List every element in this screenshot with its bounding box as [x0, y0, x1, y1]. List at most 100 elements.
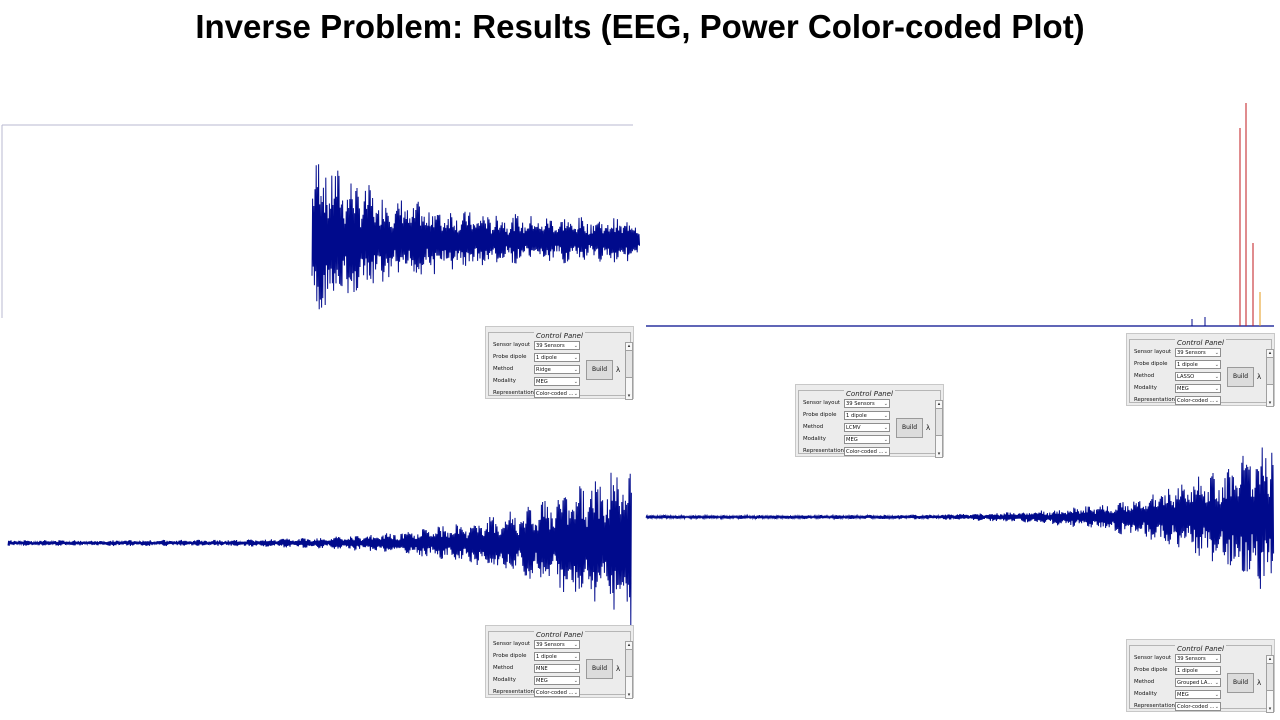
- build-button[interactable]: Build: [1227, 673, 1254, 693]
- lambda-slider[interactable]: ▴ ▾: [935, 400, 943, 458]
- build-button[interactable]: Build: [586, 659, 613, 679]
- chevron-down-icon: ⌄: [1214, 704, 1219, 710]
- build-button[interactable]: Build: [586, 360, 613, 380]
- select-method[interactable]: MNE ⌄: [534, 664, 580, 673]
- slider-down-icon[interactable]: ▾: [627, 692, 631, 698]
- chevron-down-icon: ⌄: [573, 642, 578, 648]
- select-method[interactable]: LCMV ⌄: [844, 423, 890, 432]
- lasso-waveform: [646, 103, 1274, 327]
- select-value: 39 Sensors: [1177, 656, 1206, 662]
- select-value: 39 Sensors: [846, 401, 875, 407]
- label-method: Method: [1134, 373, 1155, 379]
- select-modality[interactable]: MEG ⌄: [534, 377, 580, 386]
- label-modality: Modality: [803, 436, 826, 442]
- page-title: Inverse Problem: Results (EEG, Power Col…: [195, 8, 1085, 45]
- select-modality[interactable]: MEG ⌄: [1175, 690, 1221, 699]
- select-sensor-layout[interactable]: 39 Sensors ⌄: [534, 341, 580, 350]
- select-sensor-layout[interactable]: 39 Sensors ⌄: [844, 399, 890, 408]
- select-value: MEG: [1177, 386, 1189, 392]
- select-sensor-layout[interactable]: 39 Sensors ⌄: [534, 640, 580, 649]
- grouped-lasso-waveform: [645, 447, 1275, 589]
- slider-thumb[interactable]: [626, 350, 632, 378]
- chevron-down-icon: ⌄: [573, 367, 578, 373]
- label-sensor-layout: Sensor layout: [493, 342, 531, 348]
- select-value: 1 dipole: [1177, 362, 1198, 368]
- select-value: MEG: [846, 437, 858, 443]
- select-probe-dipole[interactable]: 1 dipole ⌄: [1175, 666, 1221, 675]
- select-value: Color-coded ...: [1177, 704, 1215, 710]
- select-representation[interactable]: Color-coded ... ⌄: [1175, 396, 1221, 405]
- slider-up-icon[interactable]: ▴: [1268, 350, 1272, 356]
- chevron-down-icon: ⌄: [1214, 350, 1219, 356]
- plot-mne: [0, 395, 640, 625]
- select-probe-dipole[interactable]: 1 dipole ⌄: [1175, 360, 1221, 369]
- select-value: LCMV: [846, 425, 861, 431]
- chevron-down-icon: ⌄: [883, 449, 888, 455]
- select-value: Grouped LA...: [1177, 680, 1213, 686]
- plot-lasso: [640, 95, 1280, 335]
- lambda-label: λ: [1257, 679, 1262, 687]
- slider-thumb[interactable]: [1267, 357, 1273, 385]
- select-representation[interactable]: Color-coded ... ⌄: [1175, 702, 1221, 711]
- select-method[interactable]: LASSO ⌄: [1175, 372, 1221, 381]
- lambda-slider[interactable]: ▴ ▾: [1266, 349, 1274, 407]
- slider-up-icon[interactable]: ▴: [937, 401, 941, 407]
- build-button[interactable]: Build: [896, 418, 923, 438]
- select-probe-dipole[interactable]: 1 dipole ⌄: [534, 353, 580, 362]
- slider-thumb[interactable]: [936, 408, 942, 436]
- lambda-label: λ: [926, 424, 931, 432]
- select-representation[interactable]: Color-coded ... ⌄: [844, 447, 890, 456]
- label-representation: Representation: [493, 689, 534, 695]
- lambda-slider[interactable]: ▴ ▾: [625, 342, 633, 400]
- select-value: 1 dipole: [846, 413, 867, 419]
- select-probe-dipole[interactable]: 1 dipole ⌄: [844, 411, 890, 420]
- select-representation[interactable]: Color-coded ... ⌄: [534, 688, 580, 697]
- slider-down-icon[interactable]: ▾: [1268, 706, 1272, 712]
- slider-thumb[interactable]: [1267, 663, 1273, 691]
- panel-title: Control Panel: [534, 332, 585, 340]
- select-value: 39 Sensors: [536, 642, 565, 648]
- select-modality[interactable]: MEG ⌄: [534, 676, 580, 685]
- label-representation: Representation: [803, 448, 844, 454]
- plot-ridge: [0, 118, 640, 380]
- slider-up-icon[interactable]: ▴: [627, 642, 631, 648]
- control-panel-ridge: Control Panel Sensor layout 39 Sensors ⌄ Pro…: [485, 326, 634, 400]
- label-representation: Representation: [493, 390, 534, 396]
- select-method[interactable]: Ridge ⌄: [534, 365, 580, 374]
- panel-frame: Control Panel Sensor layout 39 Sensors ⌄ Pro…: [488, 332, 633, 400]
- select-probe-dipole[interactable]: 1 dipole ⌄: [534, 652, 580, 661]
- label-probe-dipole: Probe dipole: [1134, 361, 1168, 367]
- lambda-slider[interactable]: ▴ ▾: [625, 641, 633, 699]
- lambda-label: λ: [616, 665, 621, 673]
- slider-up-icon[interactable]: ▴: [1268, 656, 1272, 662]
- lambda-label: λ: [616, 366, 621, 374]
- mne-waveform: [7, 472, 632, 625]
- select-value: Color-coded ...: [1177, 398, 1215, 404]
- select-sensor-layout[interactable]: 39 Sensors ⌄: [1175, 654, 1221, 663]
- label-probe-dipole: Probe dipole: [1134, 667, 1168, 673]
- select-modality[interactable]: MEG ⌄: [844, 435, 890, 444]
- label-method: Method: [493, 366, 514, 372]
- slider-down-icon[interactable]: ▾: [627, 393, 631, 399]
- lambda-slider[interactable]: ▴ ▾: [1266, 655, 1274, 713]
- select-representation[interactable]: Color-coded ... ⌄: [534, 389, 580, 398]
- select-method[interactable]: Grouped LA... ⌄: [1175, 678, 1221, 687]
- select-value: MEG: [536, 379, 548, 385]
- select-sensor-layout[interactable]: 39 Sensors ⌄: [1175, 348, 1221, 357]
- label-probe-dipole: Probe dipole: [493, 354, 527, 360]
- panel-frame: Control Panel Sensor layout 39 Sensors ⌄ Pro…: [798, 390, 943, 458]
- slider-thumb[interactable]: [626, 649, 632, 677]
- select-modality[interactable]: MEG ⌄: [1175, 384, 1221, 393]
- slider-down-icon[interactable]: ▾: [1268, 400, 1272, 406]
- slider-down-icon[interactable]: ▾: [937, 451, 941, 457]
- slider-up-icon[interactable]: ▴: [627, 343, 631, 349]
- label-probe-dipole: Probe dipole: [493, 653, 527, 659]
- chevron-down-icon: ⌄: [883, 413, 888, 419]
- select-value: 39 Sensors: [536, 343, 565, 349]
- control-panel-lcmv: Control Panel Sensor layout 39 Sensors ⌄ Pro…: [795, 384, 944, 458]
- build-button[interactable]: Build: [1227, 367, 1254, 387]
- panel-frame: Control Panel Sensor layout 39 Sensors ⌄ Pro…: [1129, 339, 1274, 407]
- chevron-down-icon: ⌄: [1214, 692, 1219, 698]
- label-modality: Modality: [1134, 691, 1157, 697]
- plot-grouped-lasso: [640, 425, 1280, 610]
